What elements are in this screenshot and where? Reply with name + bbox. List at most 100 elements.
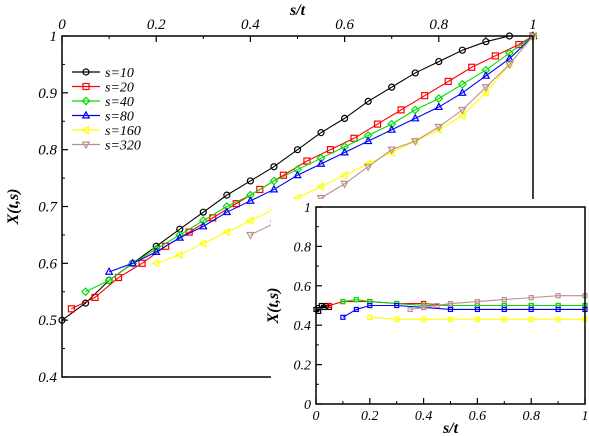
main-data-point: [223, 191, 231, 199]
main-data-point: [481, 65, 491, 75]
main-data-point: [340, 180, 349, 189]
inset-y-tick-label: 0.6: [294, 280, 312, 295]
main-data-point: [174, 250, 183, 260]
main-y-tick-label: 1: [50, 29, 58, 45]
main-data-point: [222, 202, 232, 211]
main-data-point: [198, 239, 207, 248]
inset-data-point: [447, 300, 454, 307]
inset-series-line-5: [410, 295, 585, 310]
main-data-point: [67, 305, 76, 313]
main-data-point: [363, 131, 373, 140]
legend-label: s=320: [105, 139, 141, 154]
main-data-point: [340, 142, 350, 152]
main-data-point: [246, 195, 255, 204]
main-x-tick-label: 0.4: [241, 17, 260, 33]
inset-data-point: [528, 316, 534, 322]
inset-data-point: [340, 298, 346, 305]
main-data-point: [421, 92, 429, 100]
main-data-point: [104, 275, 114, 285]
inset-data-point: [421, 316, 427, 322]
main-data-point: [457, 111, 466, 120]
inset-data-point: [353, 306, 359, 313]
legend-marker: [82, 68, 90, 76]
main-data-point: [435, 57, 443, 66]
legend-label: s=20: [105, 81, 134, 96]
inset-data-point: [434, 302, 440, 309]
main-data-point: [316, 194, 326, 203]
main-x-tick-label: 0: [58, 17, 66, 33]
inset-data-point: [394, 302, 400, 309]
inset-data-point: [555, 306, 561, 313]
main-data-point: [198, 216, 208, 226]
main-data-point: [339, 170, 348, 180]
main-y-tick-label: 0.6: [38, 256, 57, 272]
main-data-point: [175, 230, 185, 240]
main-axis-ticks: 0 0.2 0.4 0.6 0.8 1 0.4 0.5 0.6 0.7 0.8 0.9 1: [38, 17, 537, 386]
main-data-point: [151, 259, 160, 268]
main-data-point: [433, 125, 442, 135]
main-data-point: [199, 208, 207, 216]
inset-y-tick-label: 0.8: [294, 240, 312, 255]
inset-data-point: [501, 306, 507, 313]
inset-axis-ticks: 0 0.2 0.4 0.6 0.8 1 0 0.2 0.4 0.6 0.8 1: [294, 201, 589, 424]
main-data-point: [481, 84, 491, 92]
main-series-line-1: [71, 35, 534, 310]
main-data-point: [468, 63, 476, 71]
inset-y-tick-label: 0.4: [294, 319, 312, 334]
main-data-point: [505, 61, 514, 70]
legend-marker: [81, 141, 91, 150]
main-data-point: [410, 105, 420, 115]
inset-y-axis-label: X(t,s): [265, 288, 282, 325]
main-data-point: [293, 146, 302, 154]
inset-data-point: [528, 306, 534, 313]
main-data-point: [114, 273, 123, 282]
main-data-point: [316, 182, 325, 191]
main-data-point: [341, 114, 349, 123]
main-data-point: [481, 88, 489, 98]
main-data-point: [397, 106, 405, 114]
main-y-tick-label: 0.9: [38, 86, 57, 102]
main-data-point: [269, 184, 279, 193]
main-data-point: [293, 165, 302, 175]
main-y-axis-label: X(t,s): [5, 189, 22, 226]
inset-x-tick-label: 0.2: [361, 409, 379, 424]
main-series-line-2: [85, 35, 534, 293]
inset-data-point: [367, 314, 373, 320]
inset-data-point: [474, 298, 480, 305]
main-data-point: [410, 113, 420, 122]
main-data-point: [491, 52, 499, 60]
main-y-tick-label: 0.7: [38, 200, 58, 216]
inset-y-tick-label: 0.2: [294, 359, 312, 374]
main-data-point: [363, 163, 373, 172]
inset-series-line-4: [369, 316, 585, 320]
main-data-point: [175, 232, 185, 241]
main-data-point: [128, 258, 137, 267]
inset-data-point: [340, 314, 346, 320]
main-data-point: [363, 136, 373, 145]
inset-data-point: [447, 316, 454, 322]
main-data-point: [151, 247, 161, 255]
inset-x-tick-label: 0.8: [522, 409, 540, 424]
inset-data-point: [501, 296, 507, 303]
main-data-point: [457, 79, 467, 89]
legend-marker: [81, 125, 90, 135]
main-data-point: [222, 207, 232, 216]
main-y-tick-label: 0.8: [38, 143, 57, 159]
main-data-point: [317, 129, 325, 137]
main-data-point: [505, 48, 514, 58]
main-data-point: [350, 134, 358, 142]
main-data-point: [387, 124, 397, 133]
main-data-point: [387, 119, 397, 129]
legend-marker: [81, 110, 91, 119]
main-x-tick-label: 0.6: [335, 17, 354, 33]
main-series-line-3: [108, 35, 534, 273]
inset-data-point: [394, 316, 400, 322]
main-data-point: [316, 159, 326, 167]
main-data-point: [246, 231, 255, 240]
inset-x-tick-label: 0: [313, 409, 320, 424]
inset-data-point: [528, 295, 534, 301]
main-x-tick-label: 1: [529, 17, 537, 33]
main-data-point: [151, 244, 161, 254]
main-x-axis-label: s/t: [289, 2, 306, 19]
